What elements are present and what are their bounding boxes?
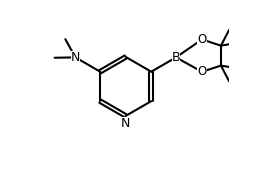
Text: O: O: [197, 65, 207, 78]
Text: O: O: [197, 33, 207, 46]
Text: N: N: [121, 117, 130, 130]
Text: B: B: [172, 51, 180, 64]
Text: N: N: [71, 51, 80, 64]
